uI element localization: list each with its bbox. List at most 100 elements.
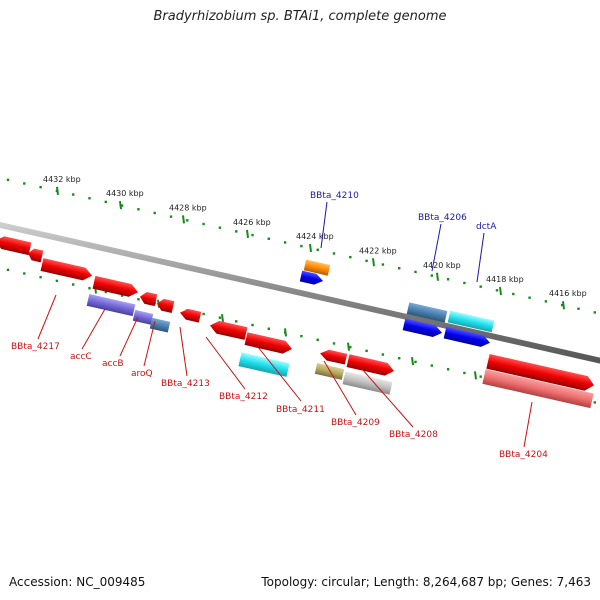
- gene-bbta-4212[interactable]: [209, 319, 248, 340]
- tick-dot: [39, 275, 42, 279]
- tick-dot: [495, 289, 499, 292]
- tick-label: 4422 kbp: [359, 246, 397, 255]
- gene-bbta-4206[interactable]: [406, 302, 448, 323]
- tick-label: 4424 kbp: [296, 232, 334, 241]
- label-leader-line: [81, 308, 106, 350]
- tick-dot: [23, 182, 26, 185]
- gene-label-bbta-4217[interactable]: BBta_4217: [11, 342, 60, 352]
- tick-dot: [88, 197, 91, 200]
- major-tick: [411, 356, 414, 366]
- tick-dot: [120, 294, 124, 297]
- major-tick: [499, 286, 502, 296]
- tick-dot: [267, 327, 270, 330]
- tick-dot: [137, 298, 140, 301]
- gene-label-accB[interactable]: accB: [102, 359, 124, 369]
- tick-dot: [446, 368, 450, 371]
- gene-bbta-4210-b[interactable]: [299, 270, 324, 287]
- gene-bbta-4215[interactable]: [139, 291, 158, 307]
- tick-dot: [479, 375, 482, 378]
- gene-label-bbta-4204[interactable]: BBta_4204: [499, 450, 548, 460]
- tick-dot: [153, 211, 156, 215]
- tick-dot: [463, 281, 466, 285]
- gene-accC[interactable]: [86, 294, 136, 317]
- tick-dot: [528, 296, 531, 299]
- tick-label: 4416 kbp: [549, 289, 587, 298]
- tick-dot: [463, 371, 466, 375]
- gene-bbta-4206-b[interactable]: [402, 318, 444, 338]
- tick-dot: [72, 193, 75, 196]
- gene-dctA-b[interactable]: [443, 326, 492, 349]
- major-tick: [436, 272, 439, 281]
- tick-dot: [39, 185, 42, 189]
- gene-bbta-4211[interactable]: [244, 332, 294, 355]
- tick-dot: [251, 323, 254, 327]
- gene-label-bbta-4209[interactable]: BBta_4209: [331, 418, 380, 428]
- gene-label-bbta-4210[interactable]: BBta_4210: [310, 191, 359, 201]
- major-tick: [309, 243, 312, 253]
- gene-dctA[interactable]: [447, 310, 495, 333]
- tick-dot: [202, 222, 205, 226]
- tick-dot: [300, 334, 303, 338]
- gene-label-bbta-4213[interactable]: BBta_4213: [161, 379, 210, 389]
- tick-dot: [218, 226, 222, 229]
- tick-dot: [235, 230, 238, 233]
- gene-label-bbta-4206[interactable]: BBta_4206: [418, 213, 467, 223]
- major-tick: [474, 371, 477, 380]
- tick-dot: [414, 360, 417, 364]
- genome-title: Bradyrhizobium sp. BTAi1, complete genom…: [153, 9, 447, 24]
- tick-dot: [593, 401, 596, 404]
- tick-dot: [104, 290, 107, 294]
- label-leader-line: [257, 346, 302, 402]
- gene-bbta-4217-part[interactable]: [27, 247, 44, 263]
- tick-dot: [381, 263, 385, 266]
- tick-label: 4418 kbp: [486, 275, 524, 284]
- tick-dot: [300, 244, 303, 248]
- tick-dot: [512, 292, 515, 296]
- tick-dot: [398, 267, 401, 270]
- tick-dot: [593, 311, 596, 314]
- tick-dot: [169, 215, 173, 218]
- tick-dot: [88, 287, 91, 290]
- label-leader-line: [320, 201, 328, 249]
- tick-dot: [267, 237, 270, 240]
- gene-bbta-4209-top[interactable]: [319, 348, 348, 365]
- gene-bbta-4217[interactable]: [40, 258, 94, 282]
- tick-dot: [430, 364, 433, 367]
- gene-accC-top[interactable]: [92, 275, 140, 299]
- gene-accB[interactable]: [132, 309, 154, 325]
- tick-dot: [365, 349, 368, 353]
- gene-bbta-4213[interactable]: [179, 307, 202, 323]
- tick-label: 4426 kbp: [233, 218, 271, 227]
- major-tick: [284, 328, 287, 337]
- gene-bbta-4210[interactable]: [303, 259, 331, 276]
- tick-dot: [479, 285, 482, 288]
- tick-dot: [104, 200, 107, 204]
- gene-bbta-4218[interactable]: [0, 235, 32, 256]
- label-leader-line: [361, 368, 414, 428]
- gene-label-aroQ[interactable]: aroQ: [131, 369, 153, 379]
- gene-bbta-4208-top[interactable]: [346, 354, 396, 377]
- gene-label-accC[interactable]: accC: [70, 352, 92, 362]
- gene-label-bbta-4208[interactable]: BBta_4208: [389, 430, 438, 440]
- tick-dot: [23, 272, 26, 275]
- gene-bbta-4211-rna[interactable]: [238, 352, 290, 377]
- tick-dot: [332, 252, 336, 255]
- tick-dot: [349, 255, 352, 259]
- gene-bbta-4204[interactable]: [482, 369, 594, 409]
- gene-bbta-4209[interactable]: [314, 363, 345, 380]
- gene-label-dctA[interactable]: dctA: [476, 222, 497, 232]
- genome-summary-text: Topology: circular; Length: 8,264,687 bp…: [261, 575, 591, 589]
- label-leader-line: [179, 326, 188, 377]
- tick-dot: [137, 208, 140, 211]
- gene-bbta-4204-top[interactable]: [486, 353, 595, 393]
- accession-text: Accession: NC_009485: [9, 575, 146, 589]
- tick-dot: [202, 312, 205, 316]
- tick-dot: [398, 357, 401, 360]
- tick-dot: [316, 248, 319, 252]
- gene-label-bbta-4212[interactable]: BBta_4212: [219, 392, 268, 402]
- label-leader-line: [37, 294, 57, 340]
- gene-bbta-4214[interactable]: [156, 298, 175, 313]
- gene-label-bbta-4211[interactable]: BBta_4211: [276, 405, 325, 415]
- tick-dot: [251, 233, 254, 237]
- tick-dot: [381, 353, 385, 356]
